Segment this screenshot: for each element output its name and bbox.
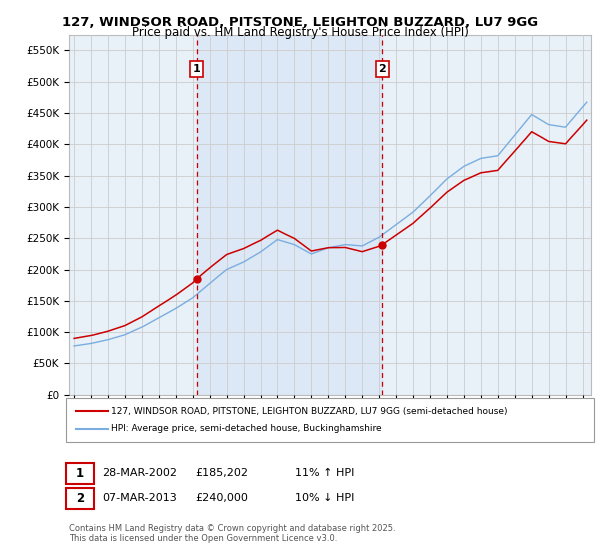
Text: £185,202: £185,202 [196, 468, 248, 478]
Text: Contains HM Land Registry data © Crown copyright and database right 2025.
This d: Contains HM Land Registry data © Crown c… [69, 524, 395, 543]
Text: Price paid vs. HM Land Registry's House Price Index (HPI): Price paid vs. HM Land Registry's House … [131, 26, 469, 39]
Text: £240,000: £240,000 [196, 493, 248, 503]
Text: 1: 1 [76, 466, 84, 480]
Text: 127, WINDSOR ROAD, PITSTONE, LEIGHTON BUZZARD, LU7 9GG (semi-detached house): 127, WINDSOR ROAD, PITSTONE, LEIGHTON BU… [111, 407, 508, 416]
Text: 07-MAR-2013: 07-MAR-2013 [103, 493, 178, 503]
Bar [197, 35, 382, 395]
Text: 10% ↓ HPI: 10% ↓ HPI [295, 493, 354, 503]
Text: 2: 2 [379, 64, 386, 74]
Text: 11% ↑ HPI: 11% ↑ HPI [295, 468, 354, 478]
Text: 1: 1 [193, 64, 200, 74]
Text: 28-MAR-2002: 28-MAR-2002 [103, 468, 178, 478]
Text: HPI: Average price, semi-detached house, Buckinghamshire: HPI: Average price, semi-detached house,… [111, 424, 382, 433]
Text: 127, WINDSOR ROAD, PITSTONE, LEIGHTON BUZZARD, LU7 9GG: 127, WINDSOR ROAD, PITSTONE, LEIGHTON BU… [62, 16, 538, 29]
Text: 2: 2 [76, 492, 84, 505]
